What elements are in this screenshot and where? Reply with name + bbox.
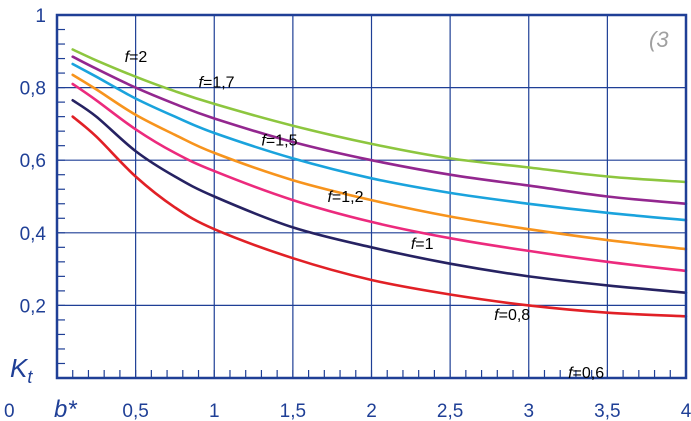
series-label: f=1,5 <box>261 133 297 150</box>
series-line <box>71 82 688 273</box>
series-label-variable: f <box>494 307 500 324</box>
x-tick-label: 1,5 <box>280 401 306 421</box>
series-label-variable: f <box>327 189 333 206</box>
series-line <box>71 115 688 318</box>
series-label: f=1 <box>411 236 434 253</box>
series-label-value: =1,2 <box>332 189 364 206</box>
series-label-value: =1,5 <box>266 133 298 150</box>
series-label: f=0,8 <box>494 307 530 324</box>
y-tick-label: 1 <box>35 6 46 27</box>
series-line <box>71 99 688 294</box>
x-tick-label: 1 <box>209 401 220 421</box>
x-tick-label: 4 <box>681 401 691 421</box>
plot-frame <box>55 13 688 380</box>
y-tick-label: 0,8 <box>20 79 46 100</box>
series-label-variable: f <box>411 236 417 253</box>
series-line <box>71 55 688 206</box>
minor-ticks <box>57 28 671 378</box>
x-tick-label: 3,5 <box>594 401 620 421</box>
series-line <box>71 62 688 222</box>
x-axis-label: b* <box>54 396 77 421</box>
series-label: f=1,7 <box>199 75 235 92</box>
x-tick-label: 2 <box>366 401 377 421</box>
series-label-value: =1,7 <box>203 75 235 92</box>
series-label-value: =2 <box>129 49 147 66</box>
y-axis-label: Kt <box>10 353 33 387</box>
series-line <box>71 48 688 184</box>
series-label-value: =0,6 <box>573 365 605 382</box>
y-tick-label: 0,6 <box>20 151 46 172</box>
y-tick-label: 0,2 <box>20 296 46 317</box>
series-label: f=1,2 <box>327 189 363 206</box>
y-axis-label-main: K <box>10 353 29 383</box>
series-layer <box>71 48 688 318</box>
series-label: f=2 <box>125 49 148 66</box>
series-label: f=0,6 <box>568 365 604 382</box>
y-tick-label: 0 <box>4 401 15 421</box>
x-tick-label: 3 <box>523 401 534 421</box>
x-tick-label: 2,5 <box>437 401 463 421</box>
corner-note: (3 <box>649 27 669 52</box>
curve-labels: f=2f=1,7f=1,5f=1,2f=1f=0,8f=0,6 <box>125 49 605 382</box>
tick-labels: 0,5 1 1,5 2 2,5 3 3,5 4 0 0,2 0,4 0,6 0,8 1 <box>4 6 691 421</box>
series-label-value: =1 <box>415 236 433 253</box>
series-label-value: =0,8 <box>499 307 531 324</box>
series-label-variable: f <box>261 133 267 150</box>
y-tick-label: 0,4 <box>20 224 47 245</box>
grid <box>57 14 687 379</box>
series-label-variable: f <box>125 49 131 66</box>
series-label-variable: f <box>199 75 205 92</box>
y-axis-label-subscript: t <box>27 367 33 387</box>
series-line <box>71 73 688 251</box>
x-tick-label: 0,5 <box>122 401 148 421</box>
series-label-variable: f <box>568 365 574 382</box>
